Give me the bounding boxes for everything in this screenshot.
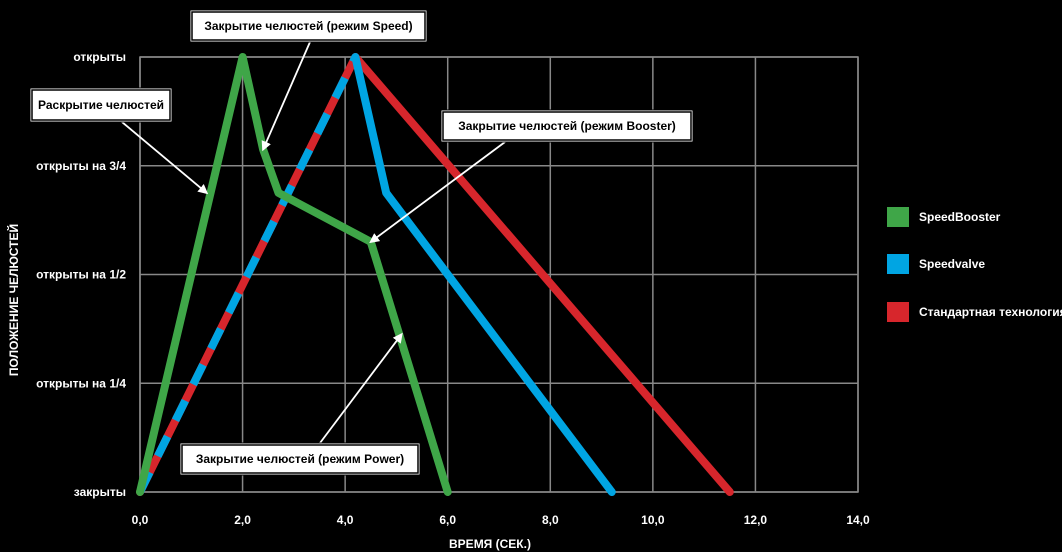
legend-label: Стандартная технология [919, 305, 1062, 319]
annotation-label: Закрытие челюстей (режим Power) [196, 452, 404, 466]
series-line-speedbooster [136, 53, 452, 496]
annotation-box [29, 87, 173, 123]
annotations: Закрытие челюстей (режим Speed) Раскрытие… [29, 9, 694, 476]
y-tick-label: открыты [73, 50, 126, 64]
y-axis-title: ПОЛОЖЕНИЕ ЧЕЛЮСТЕЙ [6, 224, 21, 376]
annotation-box-inner-border [181, 444, 419, 474]
annotation-speed: Закрытие челюстей (режим Speed) [189, 9, 428, 152]
annotation-label: Закрытие челюстей (режим Speed) [204, 19, 412, 33]
y-tick-label: открыты на 1/2 [36, 268, 126, 282]
x-axis-title: ВРЕМЯ (СЕК.) [449, 537, 531, 551]
annotation-power: Закрытие челюстей (режим Power) [179, 332, 421, 476]
annotation-box-inner-border [442, 111, 692, 141]
x-tick-label: 6,0 [439, 513, 456, 527]
legend-swatch [887, 302, 909, 322]
annotation-arrow [121, 121, 209, 195]
legend-swatch [887, 207, 909, 227]
annotation-box [189, 9, 428, 43]
legend-item: Speedvalve [887, 254, 985, 274]
legend: SpeedBooster Speedvalve Стандартная технол… [887, 207, 1062, 322]
annotation-label: Раскрытие челюстей [38, 98, 164, 112]
annotation-box [179, 442, 421, 476]
annotation-opening: Раскрытие челюстей [29, 87, 209, 195]
annotation-arrow [319, 332, 403, 444]
x-tick-label: 2,0 [234, 513, 251, 527]
annotation-label: Закрытие челюстей (режим Booster) [458, 119, 676, 133]
legend-label: SpeedBooster [919, 210, 1001, 224]
series-lines [136, 53, 734, 496]
annotation-box [440, 109, 694, 143]
y-tick-label: закрыты [74, 485, 126, 499]
annotation-box-inner-border [191, 11, 426, 41]
x-tick-label: 0,0 [132, 513, 149, 527]
legend-swatch [887, 254, 909, 274]
x-tick-label: 10,0 [641, 513, 665, 527]
legend-label: Speedvalve [919, 257, 985, 271]
tick-labels: 0,0 2,0 4,0 6,0 8,0 10,0 12,0 14,0 закрыты открыт… [36, 50, 870, 527]
annotation-arrow [261, 41, 311, 152]
series-line-speedvalve-shared [136, 55, 359, 494]
annotation-booster: Закрытие челюстей (режим Booster) [369, 109, 694, 244]
y-tick-label: открыты на 1/4 [36, 376, 126, 390]
x-tick-label: 8,0 [542, 513, 559, 527]
x-tick-label: 14,0 [846, 513, 870, 527]
legend-item: SpeedBooster [887, 207, 1001, 227]
annotation-arrow [369, 141, 506, 244]
series-line-speedvalve [351, 53, 616, 496]
y-tick-label: открыты на 3/4 [36, 159, 126, 173]
x-tick-label: 4,0 [337, 513, 354, 527]
legend-item: Стандартная технология [887, 302, 1062, 322]
annotation-box-inner-border [31, 89, 171, 121]
x-tick-label: 12,0 [744, 513, 768, 527]
